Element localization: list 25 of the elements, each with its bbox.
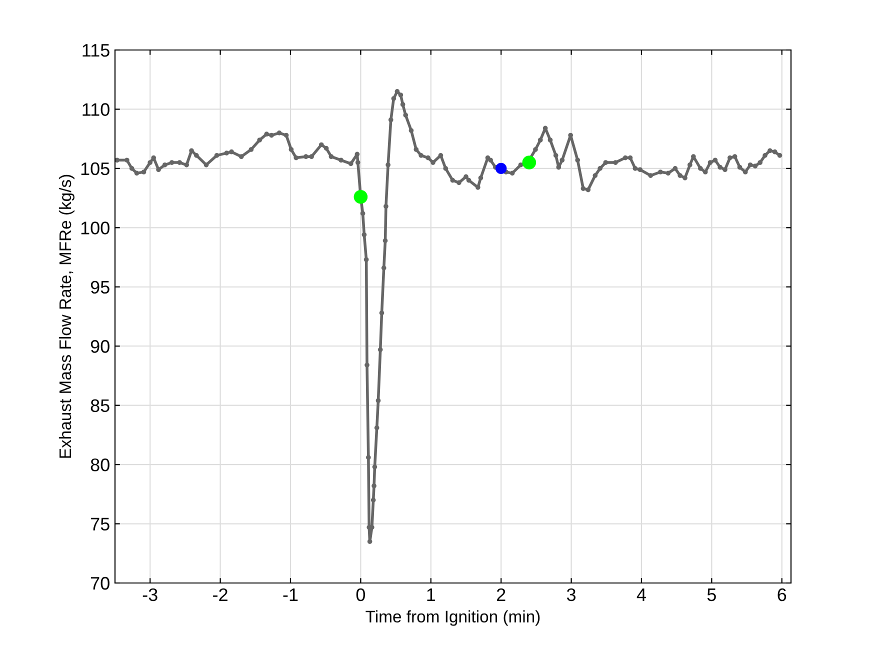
y-tick-label: 100 (81, 222, 110, 234)
x-tick-label: -1 (283, 588, 298, 601)
y-tick-label: 115 (82, 44, 110, 57)
x-tick-label: 1 (427, 588, 436, 601)
y-tick-label: 90 (90, 340, 110, 353)
y-tick-label: 105 (81, 162, 110, 176)
point (354, 190, 368, 204)
x-tick-label: -2 (213, 588, 228, 601)
y-tick-label: 85 (90, 399, 110, 412)
x-tick-label: 5 (707, 588, 716, 602)
x-tick-label: 0 (356, 588, 366, 602)
x-axis-title: Time from Ignition (min) (366, 610, 540, 626)
y-axis-title: Exhaust Mass Flow Rate, MFRe (kg/s) (58, 174, 74, 458)
x-tick-label: 3 (566, 588, 576, 602)
x-tick-label: 6 (778, 588, 786, 602)
y-tick-label: 110 (82, 103, 110, 116)
y-tick-label: 75 (90, 518, 110, 530)
point (495, 162, 507, 174)
x-tick-label: 4 (636, 588, 646, 601)
x-tick-label: 2 (496, 588, 506, 601)
y-tick-label: 70 (90, 576, 110, 590)
y-tick-label: 95 (90, 280, 110, 294)
y-tick-label: 80 (90, 458, 110, 472)
x-tick-label: -3 (142, 588, 158, 602)
point (522, 156, 536, 170)
